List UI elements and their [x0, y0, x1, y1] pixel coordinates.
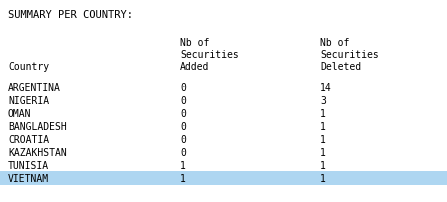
Text: 1: 1 [320, 161, 326, 171]
Text: KAZAKHSTAN: KAZAKHSTAN [8, 148, 67, 158]
Text: 14: 14 [320, 83, 332, 93]
Text: Added: Added [180, 62, 209, 72]
Text: ARGENTINA: ARGENTINA [8, 83, 61, 93]
Text: 1: 1 [320, 109, 326, 119]
Text: 0: 0 [180, 135, 186, 145]
Text: Country: Country [8, 62, 49, 72]
Text: 1: 1 [180, 161, 186, 171]
Text: 3: 3 [320, 96, 326, 106]
Text: OMAN: OMAN [8, 109, 31, 119]
Text: Nb of: Nb of [180, 38, 209, 48]
Text: Nb of: Nb of [320, 38, 350, 48]
Text: TUNISIA: TUNISIA [8, 161, 49, 171]
Text: 0: 0 [180, 109, 186, 119]
Text: Deleted: Deleted [320, 62, 361, 72]
Text: CROATIA: CROATIA [8, 135, 49, 145]
Text: BANGLADESH: BANGLADESH [8, 122, 67, 132]
Text: 1: 1 [320, 174, 326, 184]
Text: SUMMARY PER COUNTRY:: SUMMARY PER COUNTRY: [8, 10, 133, 20]
Text: 0: 0 [180, 148, 186, 158]
Text: 1: 1 [320, 122, 326, 132]
Text: Securities: Securities [320, 50, 379, 60]
Text: NIGERIA: NIGERIA [8, 96, 49, 106]
Text: 0: 0 [180, 122, 186, 132]
Text: 1: 1 [180, 174, 186, 184]
Text: 0: 0 [180, 96, 186, 106]
Text: Securities: Securities [180, 50, 239, 60]
Text: 1: 1 [320, 135, 326, 145]
Text: VIETNAM: VIETNAM [8, 174, 49, 184]
Text: 1: 1 [320, 148, 326, 158]
Text: 0: 0 [180, 83, 186, 93]
Bar [0, 171, 447, 185]
